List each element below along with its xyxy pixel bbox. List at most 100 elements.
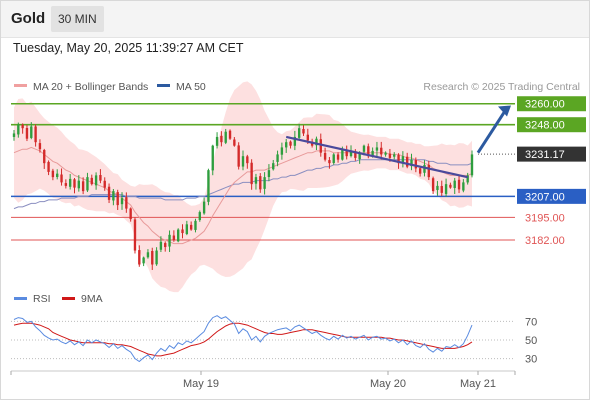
candle-body [440,186,443,193]
candle-body [462,182,465,191]
ma50-line [13,159,473,210]
rsi-legend-item-0: RSI [33,293,51,305]
bollinger-band-area [14,81,472,293]
candle-body [371,150,374,156]
candle-body [81,181,85,192]
candle-body [431,178,435,192]
candle-body [436,185,439,191]
candle-body [272,163,275,170]
candle-body [349,150,353,157]
candle-body [345,150,348,157]
candle-body [332,154,335,163]
candle-body [185,224,189,234]
candle-body [380,147,383,155]
legend-swatch-1 [157,84,170,87]
candle-body [103,180,106,188]
candle-body [259,176,262,190]
candle-body [406,156,409,167]
legend-swatch-0 [14,84,27,87]
ma20-line [13,146,473,245]
candle-body [47,161,50,172]
instrument-name: Gold [11,10,46,27]
candle-body [315,138,318,146]
candle-body [289,141,292,146]
candle-body [164,243,167,248]
candle-body [388,153,392,158]
candle-body [168,234,171,247]
rsi-legend-swatch-0 [14,297,27,300]
timeframe-button[interactable]: 30 MIN [51,6,104,32]
candle-body [181,229,184,234]
level-label-3248.00: 3248.00 [525,120,565,132]
candle-body [423,164,426,173]
candle-body [246,156,249,164]
candle-body [220,135,223,143]
candle-body [384,152,387,155]
candle-body [466,175,469,183]
candle-body [43,150,46,164]
candle-body [133,219,137,251]
x-tick-0: May 19 [183,378,219,390]
candle-body [280,147,284,155]
candle-body [155,250,158,265]
level-label-bg-3248.00 [517,117,586,133]
level-label-3207.00: 3207.00 [525,191,565,203]
candle-body [401,156,405,163]
level-label-3231.17: 3231.17 [525,149,565,161]
candle-body [375,147,379,151]
level-label-bg-3260.00 [517,96,586,112]
candle-body [64,183,68,186]
candle-body [17,124,20,135]
legend-item-0: MA 20 + Bollinger Bands [33,81,148,93]
candle-body [142,257,145,264]
candle-body [336,154,340,160]
forecast-arrow [476,108,508,154]
candle-body [358,152,361,160]
chart-header: Gold 30 MIN [0,0,590,38]
candle-body [293,136,297,146]
candle-body [189,224,193,230]
candle-body [21,124,24,129]
candle-body [267,170,271,178]
candle-body [328,160,331,164]
candle-body [107,186,111,200]
candle-body [90,177,93,185]
candle-body [25,127,29,139]
candle-body [367,146,370,157]
candle-body [125,197,128,209]
candle-body [138,250,141,265]
candle-body [159,241,163,250]
candle-body [362,145,366,152]
candle-body [68,178,72,187]
rsi-legend-swatch-1 [62,297,75,300]
research-credit: Research © 2025 Trading Central [423,81,580,93]
level-label-3195.00: 3195.00 [525,212,565,224]
candle-body [56,173,59,178]
candle-body [414,160,418,169]
rsi-ma-line [13,322,473,357]
candle-body [112,191,115,201]
candle-body [38,143,42,150]
candle-body [237,145,240,167]
candle-body [146,252,150,258]
candle-body [233,139,236,146]
candle-body [254,177,258,184]
level-label-3182.00: 3182.00 [525,235,565,247]
candle-body [194,220,197,230]
legend-item-1: MA 50 [176,81,206,93]
candle-body [306,134,309,141]
candle-body [397,154,400,164]
x-tick-2: May 21 [460,378,496,390]
candle-body [470,154,474,176]
rsi-line [13,315,473,363]
candle-body [224,131,227,143]
candle-body [211,145,214,171]
candle-body [319,139,322,153]
candle-body [449,184,452,188]
candle-body [202,201,206,214]
candle-body [30,126,33,138]
candle-body [418,168,422,174]
candle-body [207,170,210,202]
candle-body [86,177,89,191]
